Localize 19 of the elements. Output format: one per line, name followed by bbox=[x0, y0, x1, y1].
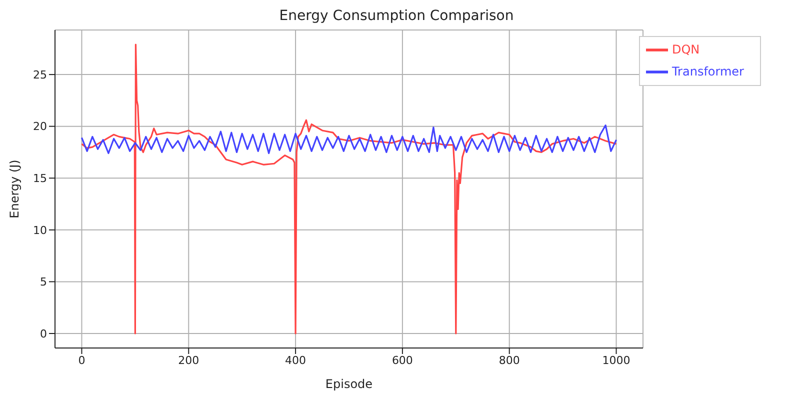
line-series bbox=[80, 124, 618, 154]
x-tick-label: 600 bbox=[392, 354, 413, 367]
y-tick-label: 10 bbox=[33, 224, 47, 237]
y-tick-label: 25 bbox=[33, 68, 47, 82]
x-axis-title: Episode bbox=[325, 377, 373, 391]
y-tick-label: 5 bbox=[40, 276, 47, 289]
x-tick-label: 400 bbox=[285, 354, 306, 367]
line-series bbox=[80, 44, 618, 334]
x-tick-label: 1000 bbox=[602, 354, 630, 367]
legend-label: Transformer bbox=[672, 64, 744, 78]
x-tick-label: 0 bbox=[78, 354, 86, 367]
y-tick-label: 15 bbox=[33, 172, 47, 186]
y-axis-title: Energy (J) bbox=[7, 160, 22, 218]
y-tick-label: 20 bbox=[33, 120, 47, 134]
chart-title: Energy Consumption Comparison bbox=[278, 8, 515, 24]
x-tick-label: 800 bbox=[498, 354, 520, 367]
legend-label: DQN bbox=[672, 42, 700, 56]
y-tick-label: 0 bbox=[40, 327, 47, 340]
x-tick-label: 200 bbox=[178, 354, 200, 367]
